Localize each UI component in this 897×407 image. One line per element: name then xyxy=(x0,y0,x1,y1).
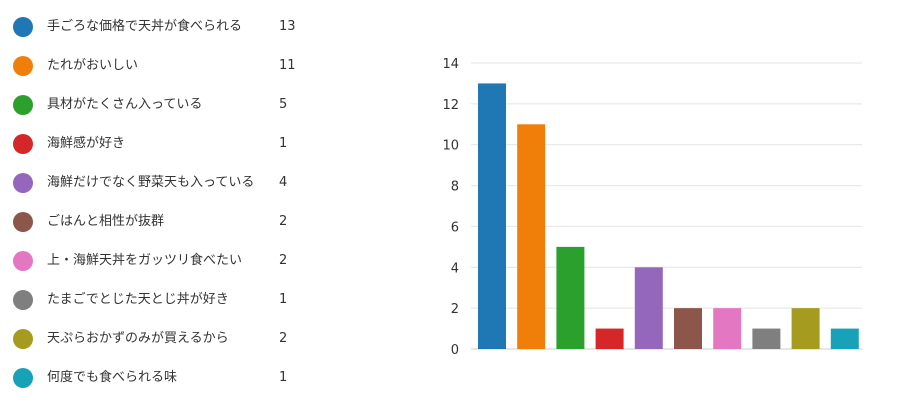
legend-item: 何度でも食べられる味 1 xyxy=(0,368,330,407)
legend-count: 5 xyxy=(279,97,288,112)
legend-count: 11 xyxy=(279,58,296,73)
legend-label: 何度でも食べられる味 xyxy=(47,370,178,385)
legend-color-dot xyxy=(13,212,33,232)
legend-color-dot xyxy=(13,134,33,154)
bar xyxy=(791,308,820,349)
legend-label: 具材がたくさん入っている xyxy=(47,97,203,112)
bar-chart: 0 2 4 6 8 10 12 14 xyxy=(442,57,862,358)
legend-item: 天ぷらおかずのみが買えるから 2 xyxy=(0,329,330,368)
legend-color-dot xyxy=(13,17,33,37)
legend-item: 具材がたくさん入っている 5 xyxy=(0,95,330,134)
y-tick-label: 4 xyxy=(451,261,459,276)
chart-legend: 手ごろな価格で天丼が食べられる 13 たれがおいしい 11 具材がたくさん入っている 5 海… xyxy=(0,0,330,402)
legend-count: 13 xyxy=(279,19,296,34)
y-tick-label: 12 xyxy=(442,98,459,113)
legend-label: たまごでとじた天とじ丼が好き xyxy=(47,292,229,307)
bar xyxy=(478,83,506,349)
legend-label: たれがおいしい xyxy=(47,58,139,73)
legend-label: 手ごろな価格で天丼が食べられる xyxy=(47,19,243,34)
legend-item: 手ごろな価格で天丼が食べられる 13 xyxy=(0,17,330,56)
legend-count: 1 xyxy=(279,370,288,385)
legend-item: ごはんと相性が抜群 2 xyxy=(0,212,330,251)
legend-color-dot xyxy=(13,56,33,76)
bar xyxy=(634,267,663,349)
y-tick-label: 2 xyxy=(451,302,459,317)
legend-count: 4 xyxy=(279,175,288,190)
legend-item: たまごでとじた天とじ丼が好き 1 xyxy=(0,290,330,329)
y-tick-label: 14 xyxy=(442,57,459,72)
legend-count: 1 xyxy=(279,292,288,307)
legend-item: 海鮮だけでなく野菜天も入っている 4 xyxy=(0,173,330,212)
bar xyxy=(713,308,742,349)
legend-color-dot xyxy=(13,251,33,271)
bar xyxy=(556,246,585,349)
y-tick-label: 0 xyxy=(451,343,459,358)
legend-count: 2 xyxy=(279,331,288,346)
legend-item: 海鮮感が好き 1 xyxy=(0,134,330,173)
bar xyxy=(674,308,702,349)
legend-label: ごはんと相性が抜群 xyxy=(47,214,165,229)
legend-color-dot xyxy=(13,173,33,193)
legend-item: たれがおいしい 11 xyxy=(0,56,330,95)
bar xyxy=(517,124,546,350)
legend-color-dot xyxy=(13,329,33,349)
legend-item: 上・海鮮天丼をガッツリ食べたい 2 xyxy=(0,251,330,290)
legend-count: 2 xyxy=(279,214,288,229)
legend-label: 天ぷらおかずのみが買えるから xyxy=(47,331,229,346)
bar xyxy=(830,328,859,349)
bar xyxy=(595,328,624,349)
legend-label: 上・海鮮天丼をガッツリ食べたい xyxy=(47,253,243,268)
y-tick-label: 10 xyxy=(442,139,459,154)
y-tick-label: 8 xyxy=(451,180,459,195)
y-tick-label: 6 xyxy=(451,220,459,235)
legend-color-dot xyxy=(13,290,33,310)
legend-label: 海鮮だけでなく野菜天も入っている xyxy=(47,175,255,190)
legend-count: 2 xyxy=(279,253,288,268)
legend-count: 1 xyxy=(279,136,288,151)
bar xyxy=(752,328,781,349)
legend-color-dot xyxy=(13,368,33,388)
legend-color-dot xyxy=(13,95,33,115)
legend-label: 海鮮感が好き xyxy=(47,136,126,151)
